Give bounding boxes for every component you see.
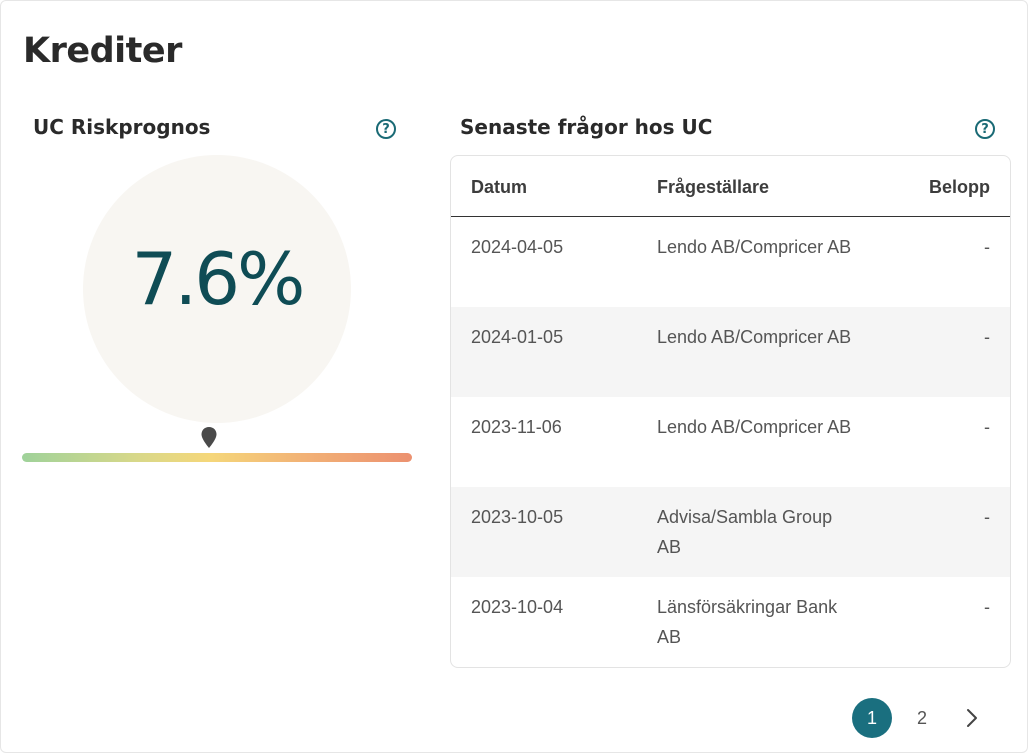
cell-asker: Lendo AB/Compricer AB [657,237,852,257]
pagination-page-1[interactable]: 1 [852,698,892,738]
chevron-right-icon [967,709,977,727]
cell-amount: - [984,327,990,347]
chevron-right-icon[interactable] [952,698,992,738]
column-header-date: Datum [471,177,528,197]
cell-date: 2024-01-05 [471,327,564,347]
question-circle-icon[interactable]: ? [376,119,396,139]
cell-amount: - [984,507,990,527]
cell-asker: Advisa/Sambla Group AB [657,507,833,557]
risk-prognosis-title: UC Riskprognos [33,115,211,139]
queries-table: Datum Frågeställare Belopp 2024-04-05 Le… [450,155,1011,668]
table-header: Datum Frågeställare Belopp [451,156,1010,217]
latest-queries-title: Senaste frågor hos UC [460,115,713,139]
table-row: 2024-04-05 Lendo AB/Compricer AB - [451,217,1010,307]
cell-date: 2023-10-05 [471,507,564,527]
page-title: Krediter [23,31,182,71]
cell-amount: - [984,237,990,257]
table-row: 2023-10-04 Länsförsäkringar Bank AB - [451,577,1010,667]
question-circle-icon[interactable]: ? [975,119,995,139]
cell-date: 2024-04-05 [471,237,564,257]
map-pin-icon [201,427,217,448]
table-row: 2024-01-05 Lendo AB/Compricer AB - [451,307,1010,397]
cell-asker: Länsförsäkringar Bank AB [657,597,838,647]
cell-asker: Lendo AB/Compricer AB [657,327,852,347]
cell-amount: - [984,597,990,617]
cell-asker: Lendo AB/Compricer AB [657,417,852,437]
column-header-asker: Frågeställare [657,177,770,197]
cell-amount: - [984,417,990,437]
cell-date: 2023-10-04 [471,597,564,617]
table-row: 2023-11-06 Lendo AB/Compricer AB - [451,397,1010,487]
risk-gauge-circle [83,155,351,423]
cell-date: 2023-11-06 [471,417,562,437]
column-header-amount: Belopp [929,177,990,197]
risk-value: 7.6% [131,237,306,321]
pagination-page-2[interactable]: 2 [916,707,927,728]
risk-scale-bar [22,453,412,462]
table-row: 2023-10-05 Advisa/Sambla Group AB - [451,487,1010,577]
